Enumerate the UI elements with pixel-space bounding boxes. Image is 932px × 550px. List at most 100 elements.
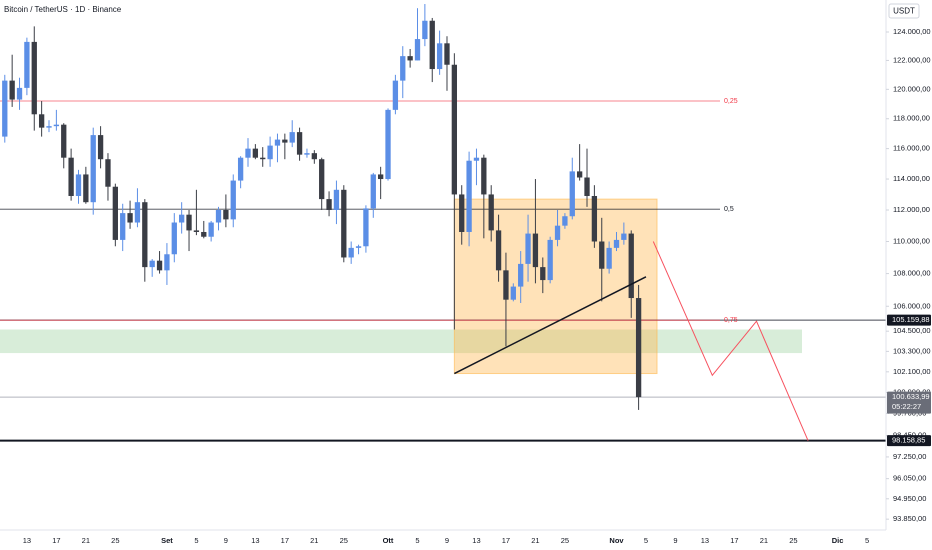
x-tick-label: 17 <box>730 536 738 545</box>
candle-body <box>591 195 598 242</box>
currency-box[interactable] <box>888 3 920 19</box>
price-label-box <box>887 391 931 414</box>
candle-body <box>24 41 30 88</box>
price-label: 100.633,99 <box>892 392 930 401</box>
candle-body <box>156 260 163 271</box>
candle-body <box>252 148 259 158</box>
price-axis: USDT 124.000,00 122.000,00 120.000,00 118.0… <box>885 0 932 550</box>
candle-body <box>112 186 118 240</box>
candle-body <box>547 239 553 281</box>
support-zone <box>0 329 802 354</box>
candle-body <box>606 247 612 269</box>
candle-body <box>436 43 443 70</box>
candle-body <box>333 189 340 210</box>
candle-body <box>385 109 391 180</box>
candle-body <box>68 157 74 196</box>
candle-body <box>282 139 288 143</box>
candle-body <box>422 20 428 40</box>
x-tick-label: 21 <box>82 536 90 545</box>
x-tick-label: Dic <box>832 536 844 545</box>
candle-body <box>562 216 568 226</box>
candle-body <box>296 132 303 155</box>
y-tick-label: 110.000,00 <box>893 236 930 245</box>
y-tick-label: 98.450,00 <box>893 430 926 439</box>
candle-body <box>267 145 273 160</box>
candle-body <box>83 174 89 203</box>
trendline <box>454 276 647 375</box>
candle-body <box>510 286 516 300</box>
candle-body <box>90 135 96 203</box>
candle-body <box>171 222 177 255</box>
y-tick-label: 97.250,00 <box>893 452 926 461</box>
x-tick-label: 21 <box>310 536 318 545</box>
candle-body <box>444 43 450 65</box>
candle-body <box>208 222 214 237</box>
candle-body <box>532 233 539 268</box>
candle-body <box>451 64 458 195</box>
candle-body <box>31 41 37 115</box>
x-tick-label: 5 <box>865 536 869 545</box>
candle-body <box>584 177 590 196</box>
y-tick-label: 116.000,00 <box>893 144 930 153</box>
price-label-box <box>887 435 931 447</box>
x-tick-label: Nov <box>609 536 624 545</box>
candle-body <box>370 174 376 209</box>
candle-body <box>392 80 399 110</box>
candle-body <box>473 157 480 161</box>
y-tick-label: 102.100,00 <box>893 367 931 376</box>
x-tick-label: 9 <box>224 536 228 545</box>
x-tick-label: 13 <box>251 536 259 545</box>
y-tick-label: 114.000,00 <box>893 174 930 183</box>
candle-body <box>186 214 192 231</box>
candle-body <box>193 230 200 232</box>
candle-body <box>149 260 155 268</box>
candle-body <box>164 254 170 271</box>
candle-body <box>260 157 266 160</box>
candle-body <box>518 263 524 287</box>
candle-body <box>230 180 236 220</box>
candle-body <box>363 208 369 247</box>
price-label: 98.158,85 <box>892 436 925 445</box>
axis-background <box>886 0 932 550</box>
candle-body <box>142 202 148 268</box>
y-tick-label: 103.300,00 <box>893 346 931 355</box>
candle-body <box>613 239 620 248</box>
candle-body <box>466 160 472 232</box>
candle-body <box>179 214 185 223</box>
price-label: 105.159,88 <box>892 315 930 324</box>
currency: USDT <box>893 7 915 16</box>
candle-body <box>378 174 384 180</box>
plot-area: 0,25 0,5 0,75 <box>0 4 886 442</box>
y-tick-label: 112.000,00 <box>893 205 930 214</box>
x-tick-label: 25 <box>340 536 348 545</box>
fib-label: 0,25 <box>724 98 738 105</box>
x-tick-label: 13 <box>472 536 480 545</box>
candle-body <box>75 174 82 196</box>
y-tick-label: 96.050,00 <box>893 474 926 483</box>
candle-body <box>2 80 8 137</box>
candle-body <box>355 246 362 248</box>
candle-body <box>628 233 634 299</box>
candle-body <box>459 194 465 232</box>
candle-body <box>223 209 229 220</box>
candle-body <box>53 124 60 127</box>
fib-label: 0,5 <box>724 206 734 213</box>
y-tick-label: 106.000,00 <box>893 301 931 310</box>
y-tick-label: 93.850,00 <box>893 514 926 523</box>
candle-body <box>215 209 222 223</box>
candle-body <box>554 225 561 240</box>
candle-body <box>274 139 281 146</box>
candle-body <box>407 56 413 61</box>
candle-body <box>304 153 310 155</box>
price-label-box <box>887 314 931 326</box>
y-tick-label: 118.000,00 <box>893 114 930 123</box>
candle-body <box>525 233 531 264</box>
x-tick-label: 9 <box>445 536 449 545</box>
candle-body <box>429 20 435 70</box>
y-tick-label: 104.500,00 <box>893 326 931 335</box>
candle-body <box>97 135 104 160</box>
x-tick-label: 5 <box>644 536 648 545</box>
